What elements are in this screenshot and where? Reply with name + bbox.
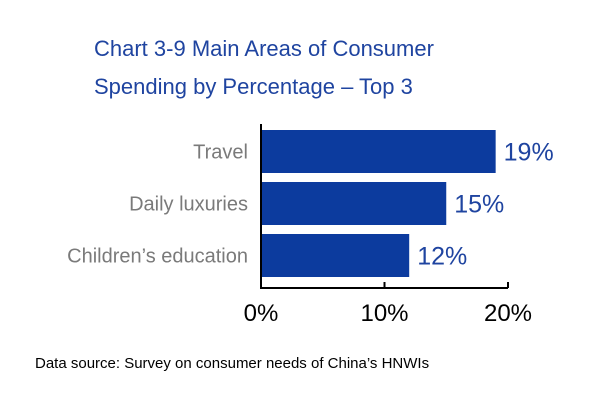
chart-title-line-2: Spending by Percentage – Top 3 bbox=[94, 74, 413, 99]
chart-title: Chart 3-9 Main Areas of Consumer Spendin… bbox=[94, 30, 564, 106]
data-source-note: Data source: Survey on consumer needs of… bbox=[35, 355, 430, 372]
x-tick-label-2: 20% bbox=[484, 300, 532, 327]
category-label-1: Daily luxuries bbox=[129, 194, 248, 216]
x-tick-label-1: 10% bbox=[360, 300, 408, 327]
data-label-0: 19% bbox=[504, 139, 554, 167]
bar-2 bbox=[261, 234, 410, 277]
x-tick-label-0: 0% bbox=[244, 300, 279, 327]
category-label-2: Children’s education bbox=[67, 246, 248, 268]
chart-title-line-1: Chart 3-9 Main Areas of Consumer bbox=[94, 36, 434, 61]
data-label-1: 15% bbox=[454, 191, 504, 219]
bar-1 bbox=[261, 182, 447, 225]
bar-chart: Travel 19% Daily luxuries 15% Children’s edu… bbox=[67, 124, 554, 327]
bar-0 bbox=[261, 130, 496, 173]
category-label-0: Travel bbox=[193, 142, 248, 164]
data-label-2: 12% bbox=[417, 243, 467, 271]
